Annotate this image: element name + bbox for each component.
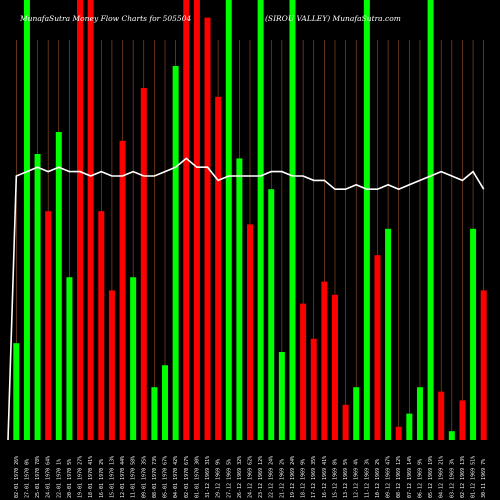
money-flow-bar bbox=[23, 0, 30, 440]
x-tick-label: 22-12 1969 24% bbox=[269, 456, 275, 498]
money-flow-bar bbox=[77, 0, 84, 440]
money-flow-bar bbox=[321, 281, 328, 440]
money-flow-bar bbox=[55, 132, 62, 440]
x-tick-label: 15-12 1969 8% bbox=[332, 459, 338, 498]
x-tick-label: 20-01 1970 5% bbox=[67, 459, 73, 498]
x-tick-label: 05-12 1969 19% bbox=[428, 456, 434, 498]
x-tick-label: 19-12 1969 24% bbox=[290, 456, 296, 498]
x-tick-label: 26-12 1969 32% bbox=[237, 456, 243, 498]
x-tick-label: 23-12 1969 12% bbox=[258, 456, 264, 498]
money-flow-bar bbox=[289, 0, 296, 440]
x-tick-label: 01-01 1970 30% bbox=[194, 456, 200, 498]
money-flow-bar bbox=[108, 290, 115, 440]
money-flow-bar bbox=[151, 387, 158, 440]
money-flow-bar bbox=[385, 228, 392, 440]
x-tick-label: 16-01 1970 2% bbox=[99, 459, 105, 498]
x-tick-label: 24-12 1969 62% bbox=[248, 456, 254, 498]
x-tick-label: 18-12 1969 9% bbox=[301, 459, 307, 498]
x-tick-label: 16-12 1969 41% bbox=[322, 456, 328, 498]
money-flow-bar bbox=[395, 426, 402, 440]
money-flow-bar bbox=[236, 158, 243, 440]
x-tick-label: 05-01 1970 67% bbox=[163, 456, 169, 498]
money-flow-bar bbox=[278, 352, 285, 440]
money-flow-bar bbox=[480, 290, 487, 440]
x-tick-label: 02-12 1969 13% bbox=[460, 456, 466, 498]
x-tick-label: 04-12 1969 21% bbox=[439, 456, 445, 498]
money-flow-bar bbox=[300, 303, 307, 440]
money-flow-bar bbox=[66, 277, 73, 440]
x-tick-label: 17-12 1969 35% bbox=[311, 456, 317, 498]
x-tick-label: 11-01 1970 58% bbox=[131, 456, 137, 498]
x-tick-label: 27-01 1970 0% bbox=[24, 459, 30, 498]
money-flow-bar bbox=[416, 387, 423, 440]
money-flow-bar bbox=[172, 66, 179, 440]
money-flow-bar bbox=[183, 0, 190, 440]
x-tick-label: 27-12 1969 5% bbox=[226, 459, 232, 498]
x-tick-label: 01-12 1969 51% bbox=[471, 456, 477, 498]
x-tick-label: 07-12 1969 14% bbox=[407, 456, 413, 498]
x-tick-label: 10-12 1969 2% bbox=[375, 459, 381, 498]
money-flow-bar bbox=[87, 0, 94, 440]
money-flow-bar bbox=[342, 404, 349, 440]
money-flow-bar bbox=[268, 189, 275, 440]
x-tick-label: 19-01 1970 27% bbox=[78, 456, 84, 498]
money-flow-bar bbox=[45, 211, 52, 440]
money-flow-bar bbox=[310, 338, 317, 440]
x-tick-label: 13-12 1969 5% bbox=[343, 459, 349, 498]
x-tick-label: 21-12 1969 2% bbox=[279, 459, 285, 498]
chart-title: MunafaSutra Money Flow Charts for 505504 bbox=[20, 14, 192, 23]
money-flow-bar bbox=[119, 140, 126, 441]
money-flow-bar bbox=[331, 294, 338, 440]
money-flow-bar bbox=[427, 0, 434, 440]
money-flow-bar bbox=[162, 365, 169, 440]
money-flow-bar bbox=[470, 228, 477, 440]
money-flow-bar bbox=[225, 0, 232, 440]
money-flow-bar bbox=[98, 211, 105, 440]
x-tick-label: 09-12 1969 47% bbox=[386, 456, 392, 498]
x-tick-label: 22-01 1970 1% bbox=[56, 459, 62, 498]
x-tick-label: 06-12 1969 9% bbox=[417, 459, 423, 498]
money-flow-bar bbox=[13, 343, 20, 440]
x-tick-label: 12-01 1970 44% bbox=[120, 456, 126, 498]
x-tick-label: 31-12 1969 31% bbox=[205, 456, 211, 498]
x-tick-label: 04-01 1970 42% bbox=[173, 456, 179, 498]
money-flow-bar bbox=[374, 255, 381, 440]
x-tick-label: 03-12 1969 3% bbox=[449, 459, 455, 498]
x-tick-label: 08-12 1969 12% bbox=[396, 456, 402, 498]
x-tick-label: 29-12 1969 9% bbox=[216, 459, 222, 498]
x-tick-label: 25-01 1970 78% bbox=[35, 456, 41, 498]
money-flow-bar bbox=[406, 413, 413, 440]
money-flow-bar bbox=[193, 0, 200, 440]
money-flow-bar bbox=[204, 17, 211, 440]
money-flow-bar bbox=[448, 431, 455, 440]
money-flow-bar bbox=[215, 96, 222, 441]
chart-subtitle: (SIROU VALLEY) MunafaSutra.com bbox=[265, 14, 401, 23]
money-flow-bar bbox=[438, 391, 445, 440]
money-flow-bar bbox=[247, 224, 253, 440]
x-tick-label: 11-12 1969 3% bbox=[364, 459, 370, 498]
money-flow-bar bbox=[257, 0, 264, 440]
x-tick-label: 09-01 1970 35% bbox=[141, 456, 147, 498]
x-tick-label: 24-01 1970 64% bbox=[46, 456, 52, 498]
money-flow-bar bbox=[140, 88, 147, 440]
x-tick-label: 18-01 1970 41% bbox=[88, 456, 94, 498]
x-tick-label: 30-11 1969 7% bbox=[481, 459, 487, 498]
price-line bbox=[7, 157, 485, 441]
x-tick-label: 15-01 1970 13% bbox=[109, 456, 115, 498]
x-tick-label: 02-01 1970 67% bbox=[184, 456, 190, 498]
x-tick-label: 08-01 1970 73% bbox=[152, 456, 158, 498]
money-flow-bar bbox=[34, 154, 41, 440]
x-tick-label: 12-12 1969 4% bbox=[354, 459, 360, 498]
money-flow-bar bbox=[353, 387, 360, 440]
money-flow-bar bbox=[363, 0, 370, 440]
x-tick-label: 02-01 1970 26% bbox=[14, 456, 20, 498]
money-flow-bar bbox=[130, 277, 137, 440]
money-flow-bar bbox=[459, 400, 466, 440]
